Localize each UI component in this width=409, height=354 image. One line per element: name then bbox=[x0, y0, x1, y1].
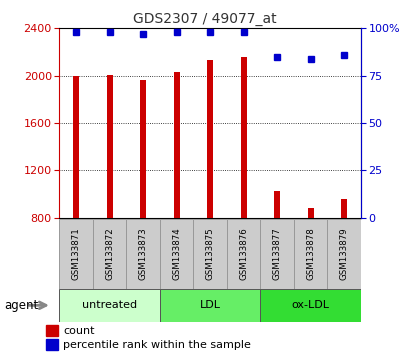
FancyBboxPatch shape bbox=[326, 219, 360, 289]
FancyBboxPatch shape bbox=[193, 219, 226, 289]
Bar bbox=[140, 80, 146, 218]
Bar bbox=[73, 76, 79, 218]
Text: count: count bbox=[63, 326, 94, 336]
FancyBboxPatch shape bbox=[226, 219, 260, 289]
FancyBboxPatch shape bbox=[59, 219, 93, 289]
Text: GSM133876: GSM133876 bbox=[238, 228, 247, 280]
FancyBboxPatch shape bbox=[260, 289, 360, 322]
Text: agent: agent bbox=[4, 299, 38, 312]
FancyBboxPatch shape bbox=[293, 219, 326, 289]
FancyBboxPatch shape bbox=[59, 289, 160, 322]
Text: GSM133878: GSM133878 bbox=[306, 228, 314, 280]
Text: GSM133877: GSM133877 bbox=[272, 228, 281, 280]
FancyBboxPatch shape bbox=[93, 219, 126, 289]
Bar bbox=[240, 57, 246, 218]
Text: GDS2307 / 49077_at: GDS2307 / 49077_at bbox=[133, 12, 276, 27]
Text: GSM133871: GSM133871 bbox=[72, 228, 81, 280]
Bar bbox=[307, 208, 313, 218]
Text: LDL: LDL bbox=[199, 300, 220, 310]
Text: GSM133873: GSM133873 bbox=[138, 228, 147, 280]
Text: ox-LDL: ox-LDL bbox=[291, 300, 329, 310]
Bar bbox=[106, 75, 112, 218]
Bar bbox=[273, 191, 279, 218]
Text: percentile rank within the sample: percentile rank within the sample bbox=[63, 340, 251, 350]
Bar bbox=[46, 339, 58, 350]
Bar bbox=[340, 199, 346, 218]
Bar bbox=[173, 72, 179, 218]
Bar bbox=[46, 325, 58, 336]
Text: GSM133872: GSM133872 bbox=[105, 228, 114, 280]
Text: GSM133875: GSM133875 bbox=[205, 228, 214, 280]
FancyBboxPatch shape bbox=[260, 219, 293, 289]
Text: GSM133874: GSM133874 bbox=[172, 228, 181, 280]
Bar bbox=[207, 60, 213, 218]
Text: GSM133879: GSM133879 bbox=[339, 228, 348, 280]
FancyBboxPatch shape bbox=[160, 219, 193, 289]
Text: untreated: untreated bbox=[82, 300, 137, 310]
FancyBboxPatch shape bbox=[160, 289, 260, 322]
FancyBboxPatch shape bbox=[126, 219, 160, 289]
